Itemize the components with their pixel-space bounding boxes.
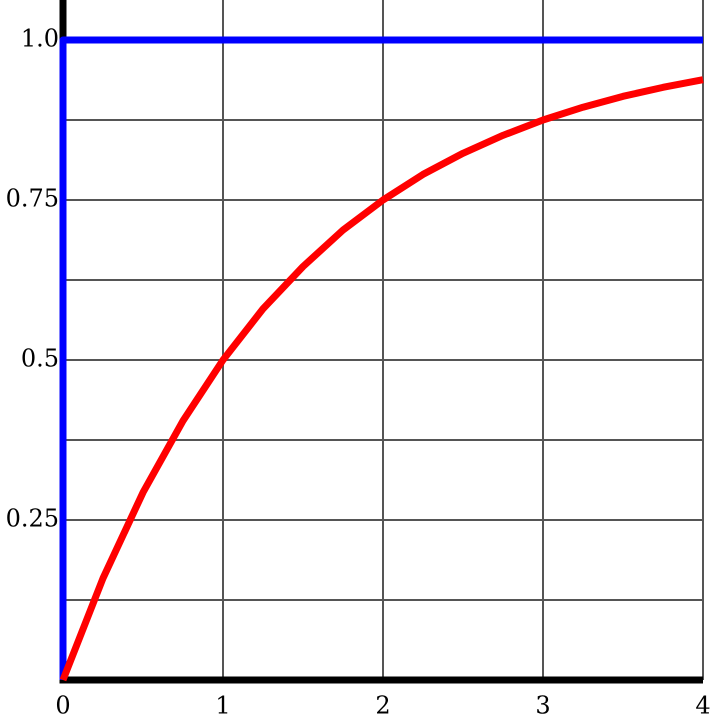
x-tick-label: 4 — [695, 692, 710, 720]
y-tick-label: 1.0 — [21, 25, 59, 53]
line-series — [59, 36, 703, 680]
x-tick-label: 1 — [215, 692, 230, 720]
x-tick-label: 0 — [55, 692, 70, 720]
x-tick-label: 2 — [375, 692, 390, 720]
x-tick-label: 3 — [535, 692, 550, 720]
y-tick-label: 0.25 — [6, 505, 59, 533]
y-tick-label: 0.5 — [21, 345, 59, 373]
y-tick-label: 0.75 — [6, 185, 59, 213]
line-series — [59, 76, 704, 682]
